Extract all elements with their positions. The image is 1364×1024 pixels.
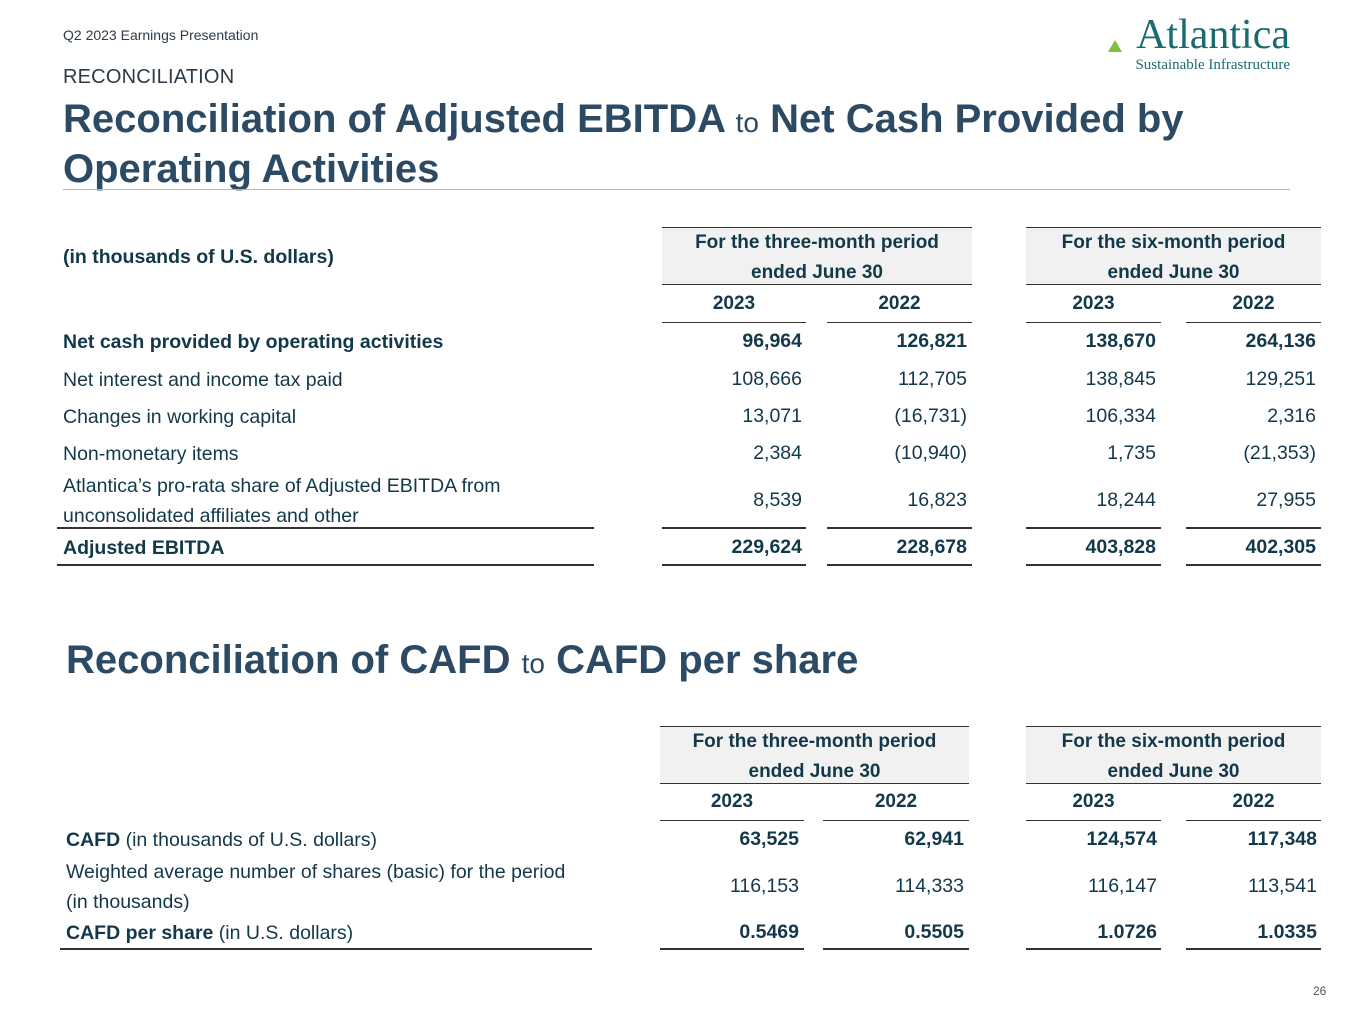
divider bbox=[1186, 564, 1321, 566]
row-label: Net interest and income tax paid bbox=[63, 369, 343, 391]
year-col-2: 2022 bbox=[827, 286, 972, 323]
row-label: Atlantica’s pro-rata share of Adjusted E… bbox=[63, 475, 501, 527]
cell: 63,525 bbox=[739, 828, 799, 850]
header-three-month: For the three-month period ended June 30 bbox=[662, 227, 972, 285]
divider bbox=[827, 564, 972, 566]
divider bbox=[1026, 527, 1161, 529]
logo-wordmark: Atlantica bbox=[1136, 12, 1290, 58]
divider bbox=[823, 948, 969, 950]
cell: 116,153 bbox=[729, 875, 799, 897]
cafd-year-col-3: 2023 bbox=[1026, 784, 1161, 821]
cell: 116,147 bbox=[1087, 875, 1157, 897]
cell: 264,136 bbox=[1245, 330, 1317, 352]
cell: 138,670 bbox=[1085, 330, 1157, 352]
cell: 126,821 bbox=[896, 330, 968, 352]
cell: 114,333 bbox=[894, 875, 964, 897]
divider bbox=[1026, 948, 1161, 950]
title2-to: to bbox=[521, 648, 545, 679]
cell: (10,940) bbox=[894, 442, 967, 464]
divider bbox=[1186, 948, 1321, 950]
divider bbox=[57, 564, 594, 566]
row-label: Adjusted EBITDA bbox=[63, 537, 225, 559]
presentation-title: Q2 2023 Earnings Presentation bbox=[63, 27, 259, 43]
year-col-4: 2022 bbox=[1186, 286, 1321, 323]
cell: 16,823 bbox=[907, 489, 967, 511]
divider bbox=[1026, 564, 1161, 566]
year-col-3: 2023 bbox=[1026, 286, 1161, 323]
logo-triangle-icon bbox=[1108, 40, 1122, 52]
cell: 2,316 bbox=[1267, 405, 1316, 427]
cell: (21,353) bbox=[1243, 442, 1316, 464]
cell: 62,941 bbox=[904, 828, 964, 850]
cell: 138,845 bbox=[1085, 368, 1157, 390]
cell: 402,305 bbox=[1245, 536, 1317, 558]
cell: 228,678 bbox=[896, 536, 968, 558]
row-label: Weighted average number of shares (basic… bbox=[66, 861, 566, 913]
cafd-header-three-month: For the three-month period ended June 30 bbox=[660, 726, 969, 784]
cell: 0.5505 bbox=[904, 921, 964, 943]
row-label: Changes in working capital bbox=[63, 406, 297, 428]
row-label: Net cash provided by operating activitie… bbox=[63, 331, 444, 353]
divider bbox=[662, 564, 806, 566]
row-label: CAFD (in thousands of U.S. dollars) bbox=[66, 829, 378, 851]
cafd-year-col-4: 2022 bbox=[1186, 784, 1321, 821]
cell: 1.0335 bbox=[1257, 921, 1317, 943]
cell: 1,735 bbox=[1107, 442, 1156, 464]
cell: 13,071 bbox=[742, 405, 802, 427]
year-col-1: 2023 bbox=[662, 286, 806, 323]
cell: 2,384 bbox=[753, 442, 802, 464]
header-six-month: For the six-month period ended June 30 bbox=[1026, 227, 1321, 285]
cell: 403,828 bbox=[1085, 536, 1157, 558]
title-part1: Reconciliation of Adjusted EBITDA bbox=[63, 97, 725, 141]
divider bbox=[57, 527, 594, 529]
divider bbox=[660, 948, 804, 950]
divider bbox=[827, 527, 972, 529]
cafd-header-six-month: For the six-month period ended June 30 bbox=[1026, 726, 1321, 784]
cell: 112,705 bbox=[897, 368, 967, 390]
cell: 108,666 bbox=[731, 368, 803, 390]
title-part2: Net Cash Provided by Operating Activitie… bbox=[63, 97, 1184, 191]
row-label: Non-monetary items bbox=[63, 443, 239, 465]
cell: 129,251 bbox=[1245, 368, 1317, 390]
cafd-year-col-2: 2022 bbox=[823, 784, 969, 821]
title-to: to bbox=[735, 107, 759, 138]
title2-part2: CAFD per share bbox=[556, 638, 859, 682]
cell: 106,334 bbox=[1085, 405, 1157, 427]
title2-part1: Reconciliation of CAFD bbox=[66, 638, 511, 682]
page-title: Reconciliation of Adjusted EBITDA to Net… bbox=[63, 96, 1263, 192]
section-label: RECONCILIATION bbox=[63, 66, 235, 88]
cell: 117,348 bbox=[1247, 828, 1317, 850]
units-label: (in thousands of U.S. dollars) bbox=[63, 246, 334, 268]
page-number: 26 bbox=[1313, 984, 1327, 998]
cell: 229,624 bbox=[731, 536, 803, 558]
divider bbox=[662, 527, 806, 529]
cell: 113,541 bbox=[1247, 875, 1317, 897]
cell: 18,244 bbox=[1096, 489, 1156, 511]
divider bbox=[1186, 527, 1321, 529]
divider bbox=[60, 948, 592, 950]
cell: 27,955 bbox=[1256, 489, 1316, 511]
cell: 96,964 bbox=[742, 330, 802, 352]
logo-tagline: Sustainable Infrastructure bbox=[1135, 57, 1290, 73]
section-title-cafd: Reconciliation of CAFD to CAFD per share bbox=[66, 636, 858, 688]
cell: 0.5469 bbox=[739, 921, 799, 943]
row-label: CAFD per share (in U.S. dollars) bbox=[66, 922, 354, 944]
cafd-year-col-1: 2023 bbox=[660, 784, 804, 821]
company-logo: Atlantica Sustainable Infrastructure bbox=[1108, 14, 1290, 74]
cell: 8,539 bbox=[753, 489, 802, 511]
cell: 124,574 bbox=[1086, 828, 1158, 850]
cell: (16,731) bbox=[894, 405, 967, 427]
title-divider bbox=[63, 189, 1290, 190]
cell: 1.0726 bbox=[1097, 921, 1157, 943]
